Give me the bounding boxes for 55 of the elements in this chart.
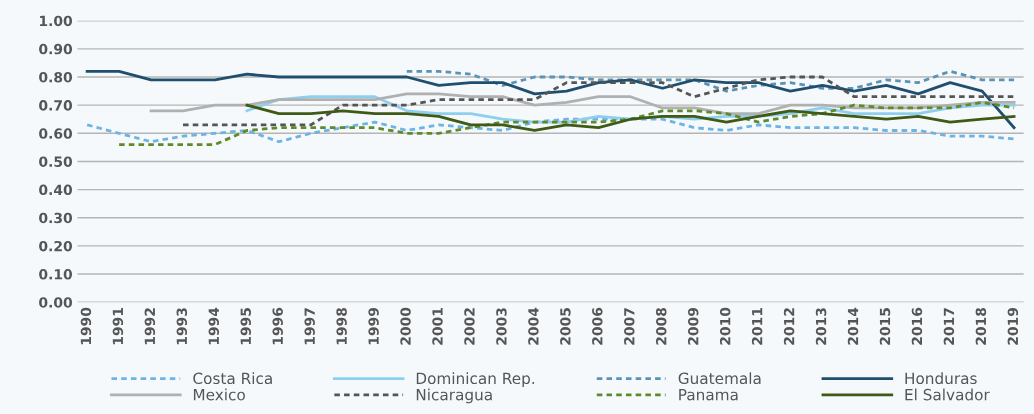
x-tick-label: 2010 — [719, 307, 731, 345]
x-tick-label: 1997 — [304, 308, 315, 345]
x-tick-label: 2012 — [783, 308, 795, 345]
x-tick-label: 1999 — [368, 307, 379, 345]
legend-label: Panama — [679, 389, 738, 401]
x-tick-label: 1991 — [112, 308, 124, 345]
x-tick-label: 2004 — [528, 307, 539, 345]
x-tick-label: 2005 — [560, 308, 571, 345]
x-tick-label: 2006 — [592, 307, 603, 345]
x-tick-label: 2009 — [687, 307, 699, 345]
legend-label: Costa Rica — [193, 372, 272, 385]
x-tick-label: 1995 — [240, 308, 251, 345]
legend-label: Guatemala — [678, 372, 761, 385]
x-tick-label: 2003 — [496, 308, 507, 345]
y-tick-label: 0.60 — [39, 128, 73, 139]
y-tick-label: 0.70 — [39, 100, 73, 111]
x-tick-label: 2001 — [432, 308, 443, 345]
x-tick-label: 1992 — [144, 308, 156, 345]
line-series — [117, 100, 1016, 146]
y-tick-label: 0.00 — [39, 297, 73, 308]
x-tick-label: 2002 — [464, 308, 475, 345]
y-tick-label: 0.20 — [39, 240, 73, 252]
line-series — [245, 103, 1016, 132]
legend-label: Dominican Rep. — [416, 372, 535, 388]
legend-label: Nicaragua — [416, 388, 492, 404]
line-series — [405, 69, 1016, 93]
y-tick-label: 0.50 — [39, 156, 73, 167]
line-series — [85, 117, 1016, 144]
legend-label: Mexico — [193, 388, 245, 401]
line-series — [85, 69, 1016, 130]
x-tick-label: 2007 — [624, 308, 635, 345]
x-tick-label: 2017 — [943, 308, 955, 345]
x-tick-label: 2019 — [1007, 307, 1019, 345]
x-tick-label: 2018 — [975, 307, 987, 345]
y-tick-label: 0.10 — [39, 269, 73, 280]
x-tick-label: 1993 — [176, 308, 188, 345]
x-tick-label: 1990 — [80, 307, 92, 345]
x-tick-label: 2000 — [400, 307, 411, 345]
x-tick-label: 2016 — [911, 307, 923, 345]
x-tick-label: 1994 — [208, 307, 220, 345]
x-tick-label: 2011 — [751, 308, 763, 345]
y-tick-label: 1.00 — [39, 15, 73, 27]
legend-label: El Salvador — [905, 388, 990, 401]
legend-label: Honduras — [905, 372, 977, 385]
x-tick-label: 2014 — [847, 307, 859, 345]
y-tick-label: 0.90 — [39, 43, 73, 55]
y-tick-label: 0.40 — [39, 184, 73, 196]
x-tick-label: 1996 — [272, 307, 283, 345]
x-tick-label: 2008 — [656, 307, 667, 345]
y-tick-label: 0.80 — [39, 71, 73, 83]
x-tick-label: 2015 — [879, 308, 891, 345]
x-tick-label: 2013 — [815, 308, 827, 345]
line-series — [181, 75, 1016, 127]
x-tick-label: 1998 — [336, 307, 347, 345]
y-tick-label: 0.30 — [39, 212, 73, 224]
